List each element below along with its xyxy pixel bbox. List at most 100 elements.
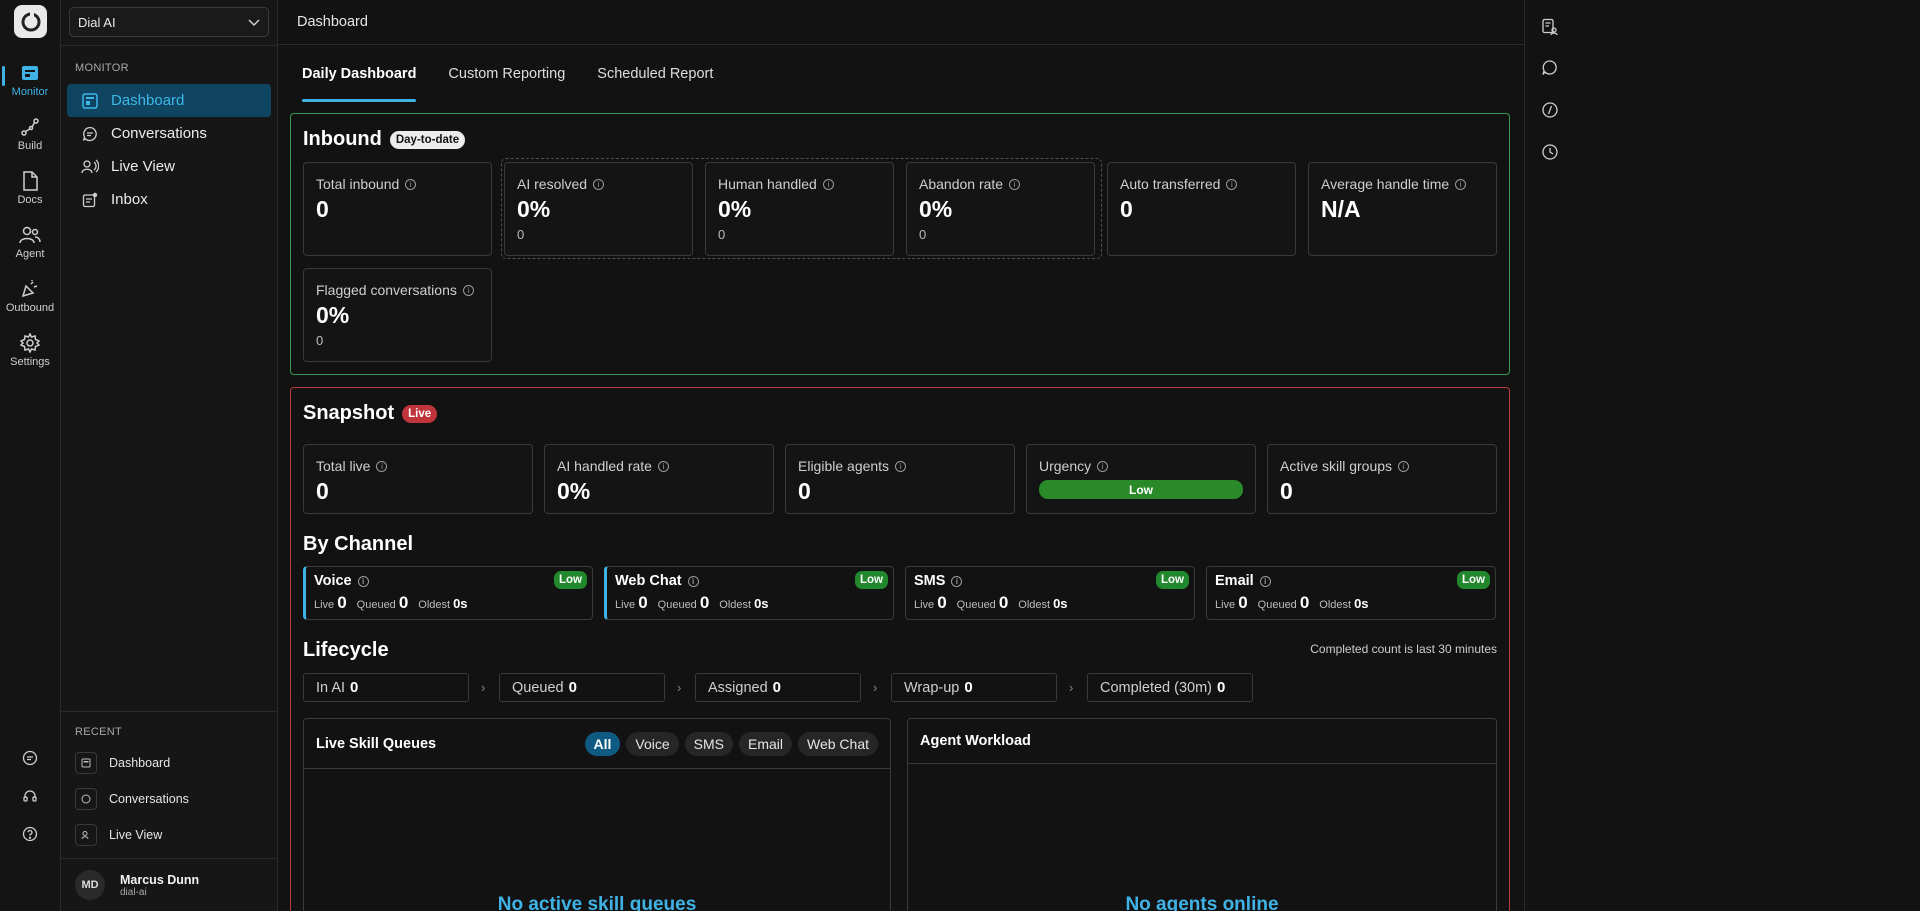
lifecycle-stage-wrap-up: Wrap-up 0 — [891, 673, 1057, 702]
tab-scheduled-report[interactable]: Scheduled Report — [597, 66, 714, 82]
sidebar-item-inbox[interactable]: Inbox — [67, 183, 271, 216]
card-value: 0 — [798, 478, 811, 504]
card-sub: 0 — [316, 333, 324, 348]
info-icon[interactable]: i — [376, 460, 388, 472]
chat-icon[interactable] — [1539, 57, 1561, 79]
info-icon[interactable]: i — [1398, 460, 1410, 472]
flagged-conversations-card: Flagged conversations i 0% 0 — [303, 268, 492, 362]
card-sub: 0 — [517, 227, 525, 242]
card-label: Active skill groups i — [1280, 458, 1484, 474]
info-icon[interactable]: i — [951, 575, 963, 587]
user-profile[interactable]: MD Marcus Dunn dial-ai — [75, 870, 199, 900]
auto-transferred-card: Auto transferred i 0 — [1107, 162, 1296, 256]
urgency-badge: Low — [855, 571, 888, 589]
chevron-right-icon: › — [481, 680, 486, 695]
divider — [61, 711, 278, 712]
recent-item-label: Dashboard — [109, 756, 171, 770]
eligible-agents-card: Eligible agents i 0 — [785, 444, 1015, 514]
info-icon[interactable]: i — [822, 178, 834, 190]
recent-item-live-view[interactable]: Live View — [75, 822, 162, 848]
info-icon[interactable]: i — [895, 460, 907, 472]
live-skill-queues-panel: Live Skill Queues All Voice SMS Email We… — [303, 718, 891, 911]
help-icon[interactable] — [18, 822, 42, 846]
rail-label: Agent — [15, 248, 45, 260]
live-view-icon — [75, 824, 97, 846]
channel-card-web-chat[interactable]: Web Chat i Low Live 0 Queued 0 Oldest 0s — [604, 566, 894, 620]
rail-item-docs[interactable]: Docs — [0, 168, 60, 218]
card-value: 0% — [316, 302, 350, 328]
active-skill-groups-card: Active skill groups i 0 — [1267, 444, 1497, 514]
snapshot-panel: Snapshot Live Total live i 0 AI handled r… — [290, 387, 1510, 911]
info-icon[interactable]: i — [593, 178, 605, 190]
outbound-icon — [20, 276, 40, 302]
info-icon[interactable]: i — [657, 460, 669, 472]
lifecycle-stage-completed: Completed (30m) 0 — [1087, 673, 1253, 702]
urgency-bar: Low — [1039, 480, 1243, 499]
filter-email[interactable]: Email — [738, 731, 792, 756]
tab-custom-reporting[interactable]: Custom Reporting — [448, 66, 566, 82]
recent-item-conversations[interactable]: Conversations — [75, 786, 189, 812]
chat-support-icon[interactable] — [18, 746, 42, 770]
info-icon[interactable]: i — [405, 178, 417, 190]
info-icon[interactable]: i — [1097, 460, 1109, 472]
agent-workload-header: Agent Workload — [908, 719, 1496, 764]
card-value: 0% — [919, 196, 953, 222]
app-logo[interactable] — [14, 5, 47, 38]
inbound-title-text: Inbound — [303, 128, 382, 150]
info-icon[interactable]: i — [357, 575, 369, 587]
channel-name: Web Chat i — [615, 573, 887, 589]
card-value: 0 — [316, 478, 329, 504]
rail-item-build[interactable]: Build — [0, 114, 60, 164]
recent-item-dashboard[interactable]: Dashboard — [75, 750, 170, 776]
dashboard-icon — [75, 752, 97, 774]
filter-sms[interactable]: SMS — [684, 731, 733, 756]
channel-stats: Live 0 Queued 0 Oldest 0s — [314, 593, 468, 612]
workspace-select[interactable]: Dial AI — [69, 7, 269, 37]
sidebar-item-dashboard[interactable]: Dashboard — [67, 84, 271, 117]
workspace-select-value: Dial AI — [78, 14, 116, 30]
rail-item-agent[interactable]: Agent — [0, 222, 60, 272]
code-icon[interactable] — [1539, 99, 1561, 121]
info-icon[interactable]: i — [462, 284, 474, 296]
channel-card-voice[interactable]: Voice i Low Live 0 Queued 0 Oldest 0s — [303, 566, 593, 620]
right-toolbar — [1524, 0, 1920, 911]
user-notes-icon[interactable] — [1539, 16, 1561, 38]
recent-section-title: RECENT — [75, 726, 123, 738]
headset-icon[interactable] — [18, 784, 42, 808]
info-icon[interactable]: i — [1226, 178, 1238, 190]
info-icon[interactable]: i — [1009, 178, 1021, 190]
icon-rail: Monitor Build Docs Agent Outbound Settin… — [0, 0, 61, 911]
urgency-badge: Low — [1156, 571, 1189, 589]
rail-label: Settings — [10, 356, 50, 368]
history-icon[interactable] — [1539, 141, 1561, 163]
sidebar-item-conversations[interactable]: Conversations — [67, 117, 271, 150]
inbound-title: Inbound Day-to-date — [303, 128, 466, 151]
agent-workload-title: Agent Workload — [920, 733, 1031, 749]
sidebar-item-label: Live View — [111, 158, 175, 175]
filter-web-chat[interactable]: Web Chat — [798, 731, 878, 756]
channel-name: Voice i — [314, 573, 586, 589]
tab-daily-dashboard[interactable]: Daily Dashboard — [302, 66, 417, 102]
total-inbound-card: Total inbound i 0 — [303, 162, 492, 256]
card-label: Eligible agents i — [798, 458, 1002, 474]
info-icon[interactable]: i — [687, 575, 699, 587]
page-title: Dashboard — [297, 14, 368, 30]
recent-item-label: Live View — [109, 828, 163, 842]
live-view-icon — [81, 158, 99, 176]
info-icon[interactable]: i — [1259, 575, 1271, 587]
rail-item-monitor[interactable]: Monitor — [0, 60, 60, 110]
channel-stats: Live 0 Queued 0 Oldest 0s — [615, 593, 769, 612]
sidebar-item-live-view[interactable]: Live View — [67, 150, 271, 183]
channel-card-sms[interactable]: SMS i Low Live 0 Queued 0 Oldest 0s — [905, 566, 1195, 620]
channel-name: Email i — [1215, 573, 1489, 589]
filter-all[interactable]: All — [584, 731, 621, 756]
inbox-icon — [81, 191, 99, 209]
info-icon[interactable]: i — [1455, 178, 1467, 190]
chevron-right-icon: › — [873, 680, 878, 695]
filter-voice[interactable]: Voice — [626, 731, 679, 756]
channel-card-email[interactable]: Email i Low Live 0 Queued 0 Oldest 0s — [1206, 566, 1496, 620]
rail-item-settings[interactable]: Settings — [0, 330, 60, 380]
agent-icon — [19, 222, 41, 248]
rail-item-outbound[interactable]: Outbound — [0, 276, 60, 326]
day-to-date-badge: Day-to-date — [389, 130, 466, 149]
